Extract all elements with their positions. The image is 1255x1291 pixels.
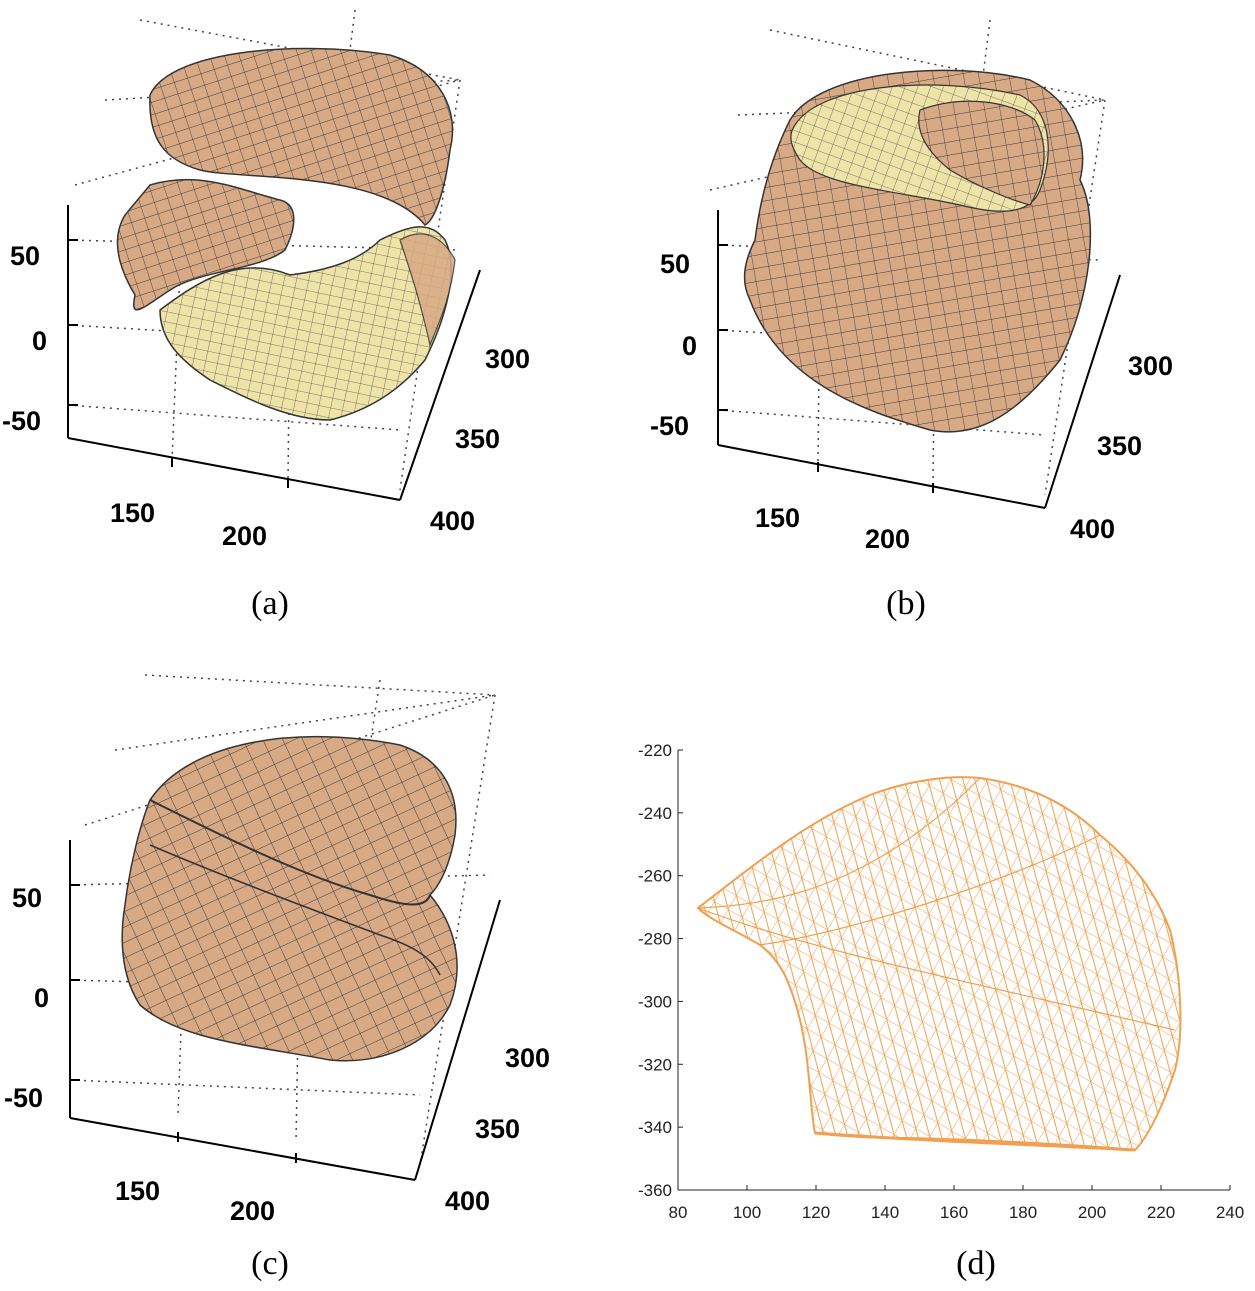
panel-a-ytick-2: 0 (32, 326, 47, 356)
panel-a-ztick-1: 300 (485, 344, 530, 374)
panel-d-ytick: -240 (638, 804, 672, 823)
panel-a-xtick-1: 150 (110, 498, 155, 528)
panel-a-ytick-1: 50 (10, 241, 40, 271)
panel-d-ytick: -280 (638, 930, 672, 949)
panel-b-axes (717, 210, 1121, 509)
panel-c-surface (121, 735, 458, 1062)
panel-b-ytick-3: -50 (650, 411, 689, 441)
panel-d-xtick: 80 (669, 1203, 688, 1222)
panel-a-ztick-2: 350 (455, 424, 500, 454)
panel-c-axes (69, 840, 501, 1181)
panel-d-wireframe-plot: -220 -240 -260 -280 -300 -320 -340 -360 80 100 12… (638, 741, 1244, 1222)
panel-d-ytick: -220 (638, 741, 672, 760)
panel-b-xtick-1: 150 (755, 503, 800, 533)
panel-a-ytick-3: -50 (2, 406, 41, 436)
panel-d-xtick: 180 (1009, 1203, 1037, 1222)
panel-c-ztick-3: 400 (445, 1186, 490, 1216)
panel-d-xtick: 220 (1147, 1203, 1175, 1222)
panel-d-xtick: 140 (871, 1203, 899, 1222)
panel-d-wireframe (696, 776, 1182, 1152)
panel-d-xtick: 160 (940, 1203, 968, 1222)
panel-c-ytick-3: -50 (4, 1083, 43, 1113)
panel-b-ztick-1: 300 (1128, 351, 1173, 381)
panel-b-xtick-2: 200 (865, 524, 910, 554)
panel-b-3d-plot: 50 0 -50 150 200 300 350 400 (650, 19, 1173, 554)
panel-b-caption: (b) (886, 585, 926, 622)
panel-c-ztick-1: 300 (505, 1043, 550, 1073)
panel-c-caption: (c) (251, 1245, 289, 1282)
panel-d-ytick: -260 (638, 867, 672, 886)
panel-b-ztick-2: 350 (1097, 431, 1142, 461)
panel-a-ztick-3: 400 (430, 506, 475, 536)
panel-a-axes (67, 205, 481, 501)
panel-d-ytick: -360 (638, 1181, 672, 1200)
panel-d-yticks: -220 -240 -260 -280 -300 -320 -340 -360 (638, 741, 683, 1200)
panel-a-caption: (a) (251, 585, 289, 622)
panel-b-ytick-1: 50 (660, 249, 690, 279)
panel-c-ztick-2: 350 (475, 1114, 520, 1144)
panel-a-3d-plot: 50 0 -50 150 200 300 350 400 (2, 9, 530, 551)
panel-d-ytick: -340 (638, 1118, 672, 1137)
panel-d-xticks: 80 100 120 140 160 180 200 220 240 (669, 1185, 1244, 1222)
panel-b-ztick-3: 400 (1070, 514, 1115, 544)
panel-d-ytick: -320 (638, 1055, 672, 1074)
panel-c-ytick-2: 0 (34, 983, 49, 1013)
panel-c-ytick-1: 50 (12, 883, 42, 913)
panel-d-xtick: 240 (1216, 1203, 1244, 1222)
panel-c-3d-plot: 50 0 -50 150 200 300 350 400 (4, 674, 550, 1225)
panel-d-ytick: -300 (638, 992, 672, 1011)
panel-c-xtick-2: 200 (230, 1196, 275, 1225)
panel-b-ytick-2: 0 (682, 331, 697, 361)
panel-a-xtick-2: 200 (222, 521, 267, 551)
panel-c-xtick-1: 150 (115, 1176, 160, 1206)
panel-d-xtick: 200 (1078, 1203, 1106, 1222)
panel-d-xtick: 100 (733, 1203, 761, 1222)
panel-a-surface (116, 47, 456, 421)
panel-d-xtick: 120 (802, 1203, 830, 1222)
panel-b-surface (743, 69, 1092, 433)
panel-d-caption: (d) (956, 1245, 996, 1282)
